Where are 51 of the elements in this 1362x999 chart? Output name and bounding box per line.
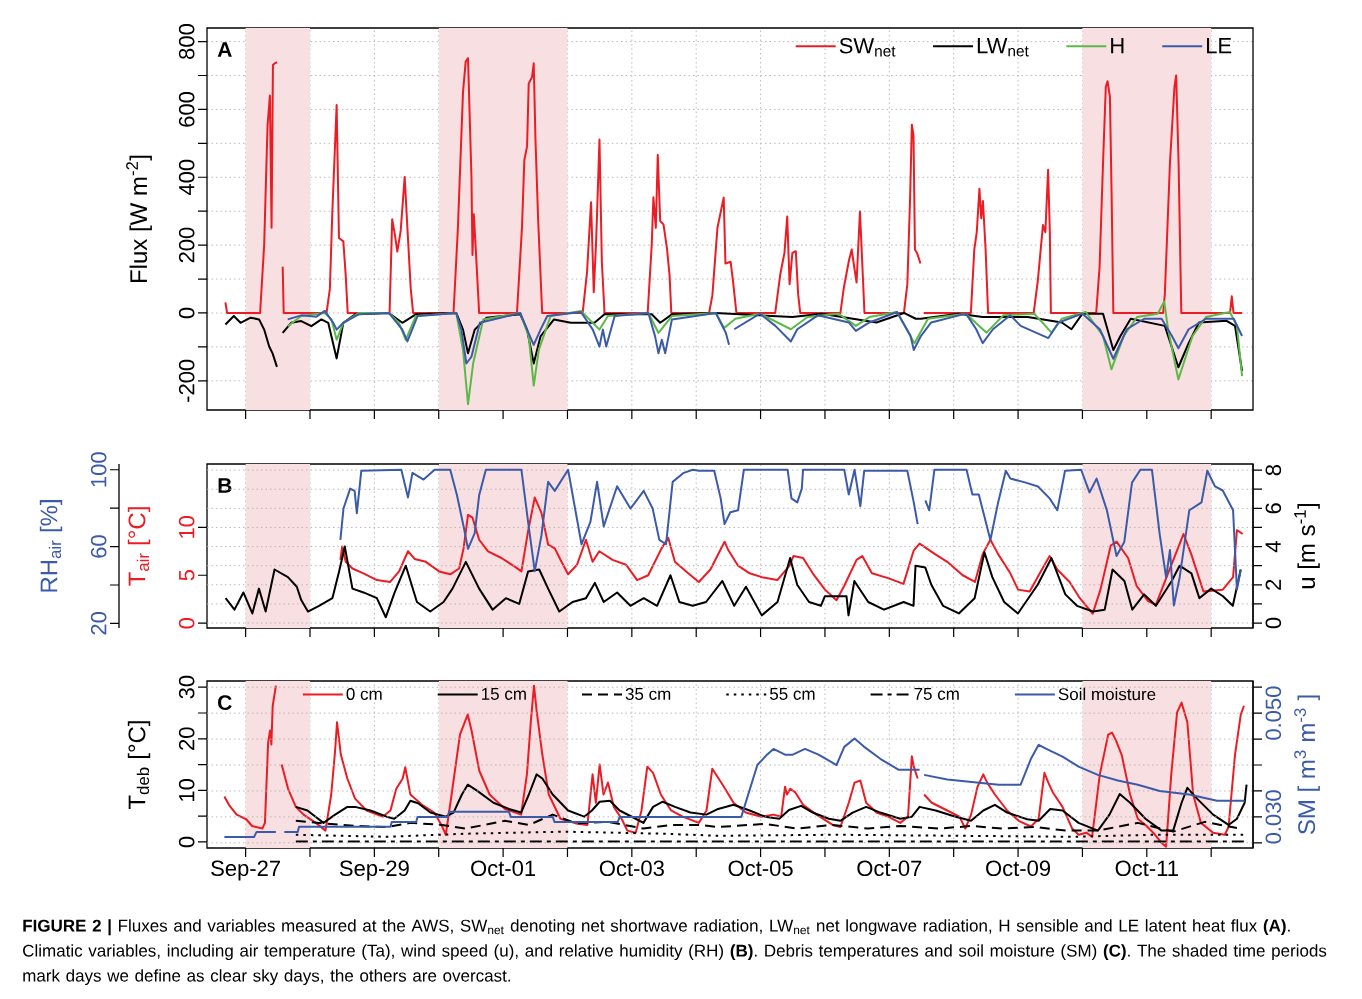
x-tick-label: Oct-05 — [728, 860, 793, 877]
legend-label: 15 cm — [482, 688, 526, 700]
y2-tick-label: 0 — [1265, 617, 1282, 629]
y-tick-label: 400 — [178, 159, 195, 196]
legend-label: Soil moisture — [1058, 687, 1156, 701]
y-axis-title: T$_{deb}$ [°C] — [127, 721, 151, 810]
y-tick-label: 30 — [178, 675, 195, 699]
x-tick-label: Oct-03 — [599, 860, 664, 877]
text: B — [218, 478, 232, 493]
legend-label: H — [1111, 38, 1124, 54]
x-tick-label: Sep-29 — [339, 860, 409, 881]
y3-tick-label: 60 — [90, 535, 107, 558]
text: A — [217, 42, 232, 57]
y3-axis-title: RH$_{air}$ [%] — [39, 500, 63, 592]
legend-label: SW$_{net}$ — [839, 37, 896, 57]
y-tick-label: 200 — [178, 227, 195, 263]
y2-tick-label: 6 — [1265, 503, 1282, 514]
text: FIGURE 2 | Fluxes and variables measured at the AWS, SW$_{net}$ denoting net shortwave radiation, LW$_{net}$ net longwave radiation, H sensible and LE latent heat flux (A). Climatic variables, including air temperature (Ta), wind speed (u), and relative humidity (RH) (B). Debris temperatures and soil moisture (SM) (C). The shaded time periods mark days we define as clear sky days, the others are overcast. — [23, 919, 1327, 986]
y-tick-label: 0 — [178, 836, 195, 848]
x-tick-label: Oct-01 — [471, 860, 536, 877]
y-tick-label: 800 — [178, 24, 195, 59]
legend-label: LW$_{net}$ — [977, 38, 1029, 57]
x-tick-label: Oct-09 — [986, 860, 1051, 877]
y-tick-label: -200 — [178, 359, 195, 402]
x-tick-label: Sep-27 — [211, 860, 280, 881]
y2-axis-title: u [m s$^{-1}$] — [1294, 503, 1320, 589]
y3-tick-label: 20 — [90, 612, 107, 635]
y-tick-label: 600 — [178, 91, 195, 127]
y3-tick-label: 100 — [90, 452, 107, 487]
text: C — [218, 695, 232, 711]
y2-tick-label: 0.050 — [1265, 686, 1282, 740]
y-tick-label: 0 — [178, 617, 195, 629]
y2-tick-label: 0.030 — [1265, 790, 1282, 844]
y2-tick-label: 8 — [1265, 464, 1282, 476]
legend-label: 75 cm — [914, 688, 959, 700]
y2-axis-title: SM [ m$^{3}$ m$^{-3}$ ] — [1294, 695, 1320, 835]
y-tick-label: 10 — [178, 515, 195, 538]
y-tick-label: 10 — [178, 779, 195, 801]
y-axis-title: Flux [W m$^{-2}$] — [126, 155, 152, 283]
legend-label: 35 cm — [625, 687, 671, 700]
y-axis-title: T$_{air}$ [°C] — [127, 507, 151, 586]
y-tick-label: 0 — [178, 307, 195, 319]
legend-label: 0 cm — [346, 687, 382, 700]
x-tick-label: Oct-07 — [857, 860, 922, 877]
y-tick-label: 20 — [178, 727, 195, 750]
legend-label: LE — [1207, 38, 1232, 54]
legend-label: 55 cm — [769, 688, 815, 700]
y-tick-label: 5 — [179, 570, 195, 581]
y2-tick-label: 4 — [1265, 541, 1281, 553]
y2-tick-label: 2 — [1265, 579, 1281, 590]
x-tick-label: Oct-11 — [1115, 860, 1178, 877]
